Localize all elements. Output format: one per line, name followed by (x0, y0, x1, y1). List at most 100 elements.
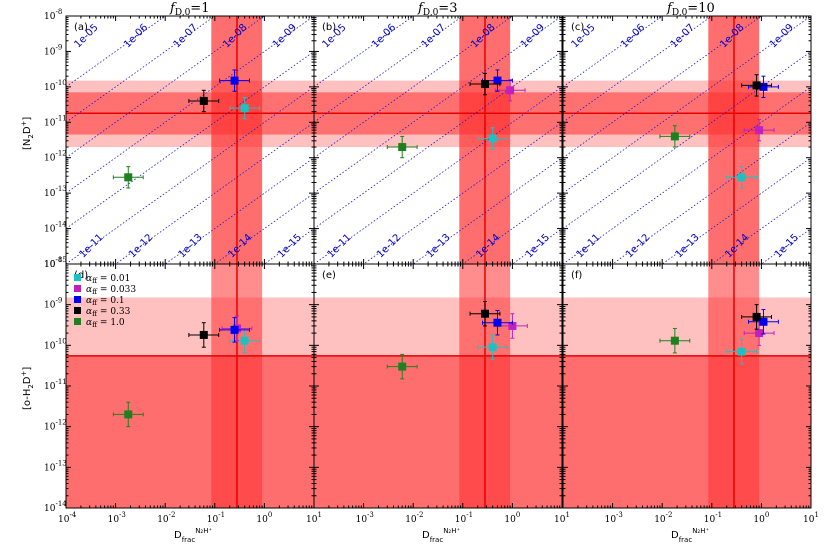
diagonal-label-top: 1e-07 (420, 22, 448, 50)
data-point (477, 127, 509, 150)
point-marker (124, 173, 133, 182)
legend-marker (74, 274, 81, 281)
diagonal-label-top: 1e-09 (768, 22, 796, 50)
data-point (659, 327, 691, 354)
data-point (741, 74, 773, 97)
x-tick-label: 10-3 (605, 511, 623, 525)
diagonal-label-top: 1e-06 (370, 22, 398, 50)
panel-plot-area (563, 264, 811, 508)
legend-marker (74, 285, 81, 292)
column-title: fD,0=1 (169, 1, 209, 18)
data-point (386, 353, 418, 380)
x-tick-label: 101 (306, 511, 322, 525)
point-marker (755, 329, 764, 338)
x-tick-label: 101 (554, 511, 570, 525)
y-tick-label: 10-13 (44, 459, 67, 473)
point-marker (230, 76, 239, 85)
point-marker (480, 80, 489, 89)
data-point (494, 79, 526, 102)
diagonal-label-bottom: 1e-12 (624, 232, 652, 260)
legend-marker (74, 296, 81, 303)
data-point (748, 309, 779, 335)
data-point (386, 135, 418, 159)
point-marker (737, 347, 746, 356)
panel-plot-area (314, 264, 562, 508)
band-upper-region (314, 297, 562, 356)
point-marker (488, 343, 497, 352)
diagonal-line (114, 121, 314, 264)
x-tick-label: 10-1 (207, 511, 225, 525)
data-point (741, 304, 773, 330)
point-marker (398, 362, 407, 371)
legend-marker (74, 318, 81, 325)
y-tick-label: 10-10 (44, 79, 67, 93)
legend-entry: αff = 0.033 (86, 285, 136, 296)
data-point (726, 166, 758, 189)
diagonal-label-bottom: 1e-15 (276, 232, 304, 260)
x-tick-label: 10-4 (58, 511, 77, 525)
y-tick-label: 10-10 (44, 337, 67, 351)
point-marker (493, 318, 502, 327)
x-tick-label: 10-1 (455, 511, 473, 525)
band-upper-region (66, 297, 314, 356)
legend-entry: αff = 0.1 (86, 296, 125, 307)
data-point (748, 75, 779, 99)
diagonal-label-bottom: 1e-11 (325, 232, 353, 260)
x-tick-label: 10-1 (704, 511, 722, 525)
band-upper-region (563, 297, 811, 356)
x-tick-label: 101 (803, 511, 819, 525)
diagonal-label-bottom: 1e-15 (524, 232, 552, 260)
data-point (469, 72, 501, 96)
x-tick-label: 10-2 (405, 511, 423, 525)
diagonal-label-bottom: 1e-11 (77, 232, 105, 260)
legend-entry: αff = 0.01 (86, 274, 130, 285)
y-tick-label: 10-14 (44, 500, 67, 514)
band-lower-region (314, 355, 562, 508)
legend-entry: αff = 1.0 (86, 318, 125, 329)
diagonal-label-top: 1e-07 (172, 22, 200, 50)
y-tick-label: 10-8 (44, 8, 62, 22)
band-lower-region (66, 355, 314, 508)
diagonal-label-bottom: 1e-12 (127, 232, 155, 260)
data-point (469, 300, 501, 327)
point-marker (240, 104, 249, 113)
data-point (112, 166, 144, 189)
data-point (229, 97, 261, 120)
y-axis-label-top: [N2D+] (20, 117, 35, 150)
panel-label: (e) (322, 270, 336, 281)
diagonal-label-top: 1e-07 (669, 22, 697, 50)
y-tick-label: 10-9 (44, 43, 62, 57)
diagonal-label-top: 1e-06 (122, 22, 150, 50)
panel-plot-area (66, 16, 314, 264)
legend-entry: αff = 0.33 (86, 307, 131, 318)
y-tick-label: 10-12 (44, 150, 67, 164)
data-point (743, 118, 775, 142)
diagonal-label-top: 1e-09 (519, 22, 547, 50)
point-marker (199, 330, 208, 339)
y-tick-label: 10-9 (44, 297, 62, 311)
diagonal-label-top: 1e-06 (619, 22, 647, 50)
x-tick-label: 100 (753, 511, 769, 525)
data-point (219, 69, 250, 92)
x-tick-label: 10-3 (108, 511, 126, 525)
panel-plot-area (66, 264, 314, 508)
x-tick-label: 100 (504, 511, 520, 525)
panel-d: (d) 10-14 10-13 10-12 10-11 10-10 10-9 10-8 10-4… (44, 256, 322, 544)
y-tick-label: 10-11 (44, 114, 67, 128)
diagonal-label-bottom: 1e-13 (674, 232, 702, 260)
y-tick-label: 10-8 (44, 256, 62, 270)
panel-label: (d) (74, 270, 88, 281)
data-point (496, 313, 528, 339)
data-point (219, 317, 250, 343)
diagonal-line (362, 121, 562, 264)
y-tick-label: 10-15 (44, 256, 67, 270)
data-point (726, 338, 758, 365)
diagonal-label-bottom: 1e-15 (773, 232, 801, 260)
point-marker (759, 317, 768, 326)
data-point (188, 322, 220, 348)
point-marker (755, 126, 764, 135)
panel-label: (b) (322, 22, 336, 33)
